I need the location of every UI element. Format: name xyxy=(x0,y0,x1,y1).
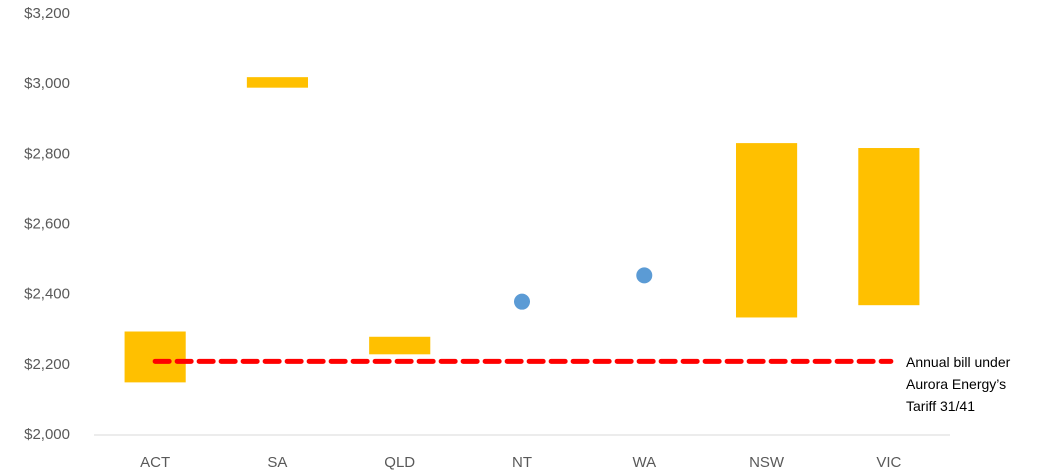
reference-label: Annual bill under Aurora Energy’s Tariff… xyxy=(906,354,1011,414)
x-tick-label: WA xyxy=(632,454,656,471)
range-bar xyxy=(736,143,798,318)
range-bar xyxy=(369,336,431,355)
x-tick-label: NSW xyxy=(749,454,785,471)
point xyxy=(514,293,530,310)
range-bar xyxy=(246,77,308,88)
x-tick-label: ACT xyxy=(140,454,170,471)
point xyxy=(636,267,653,284)
x-tick-label: SA xyxy=(267,454,287,471)
y-tick-label: $2,800 xyxy=(24,145,70,162)
y-tick-label: $2,400 xyxy=(24,286,70,303)
range-bar xyxy=(858,148,920,306)
x-tick-label: QLD xyxy=(384,454,415,471)
x-tick-label: NT xyxy=(512,454,532,471)
y-tick-label: $2,200 xyxy=(24,356,70,373)
range-bar xyxy=(124,331,186,383)
x-tick-label: VIC xyxy=(876,454,901,471)
y-tick-label: $2,600 xyxy=(24,215,70,232)
y-tick-label: $3,000 xyxy=(24,75,70,92)
y-tick-label: $2,000 xyxy=(24,426,70,443)
y-tick-label: $3,200 xyxy=(24,5,70,22)
